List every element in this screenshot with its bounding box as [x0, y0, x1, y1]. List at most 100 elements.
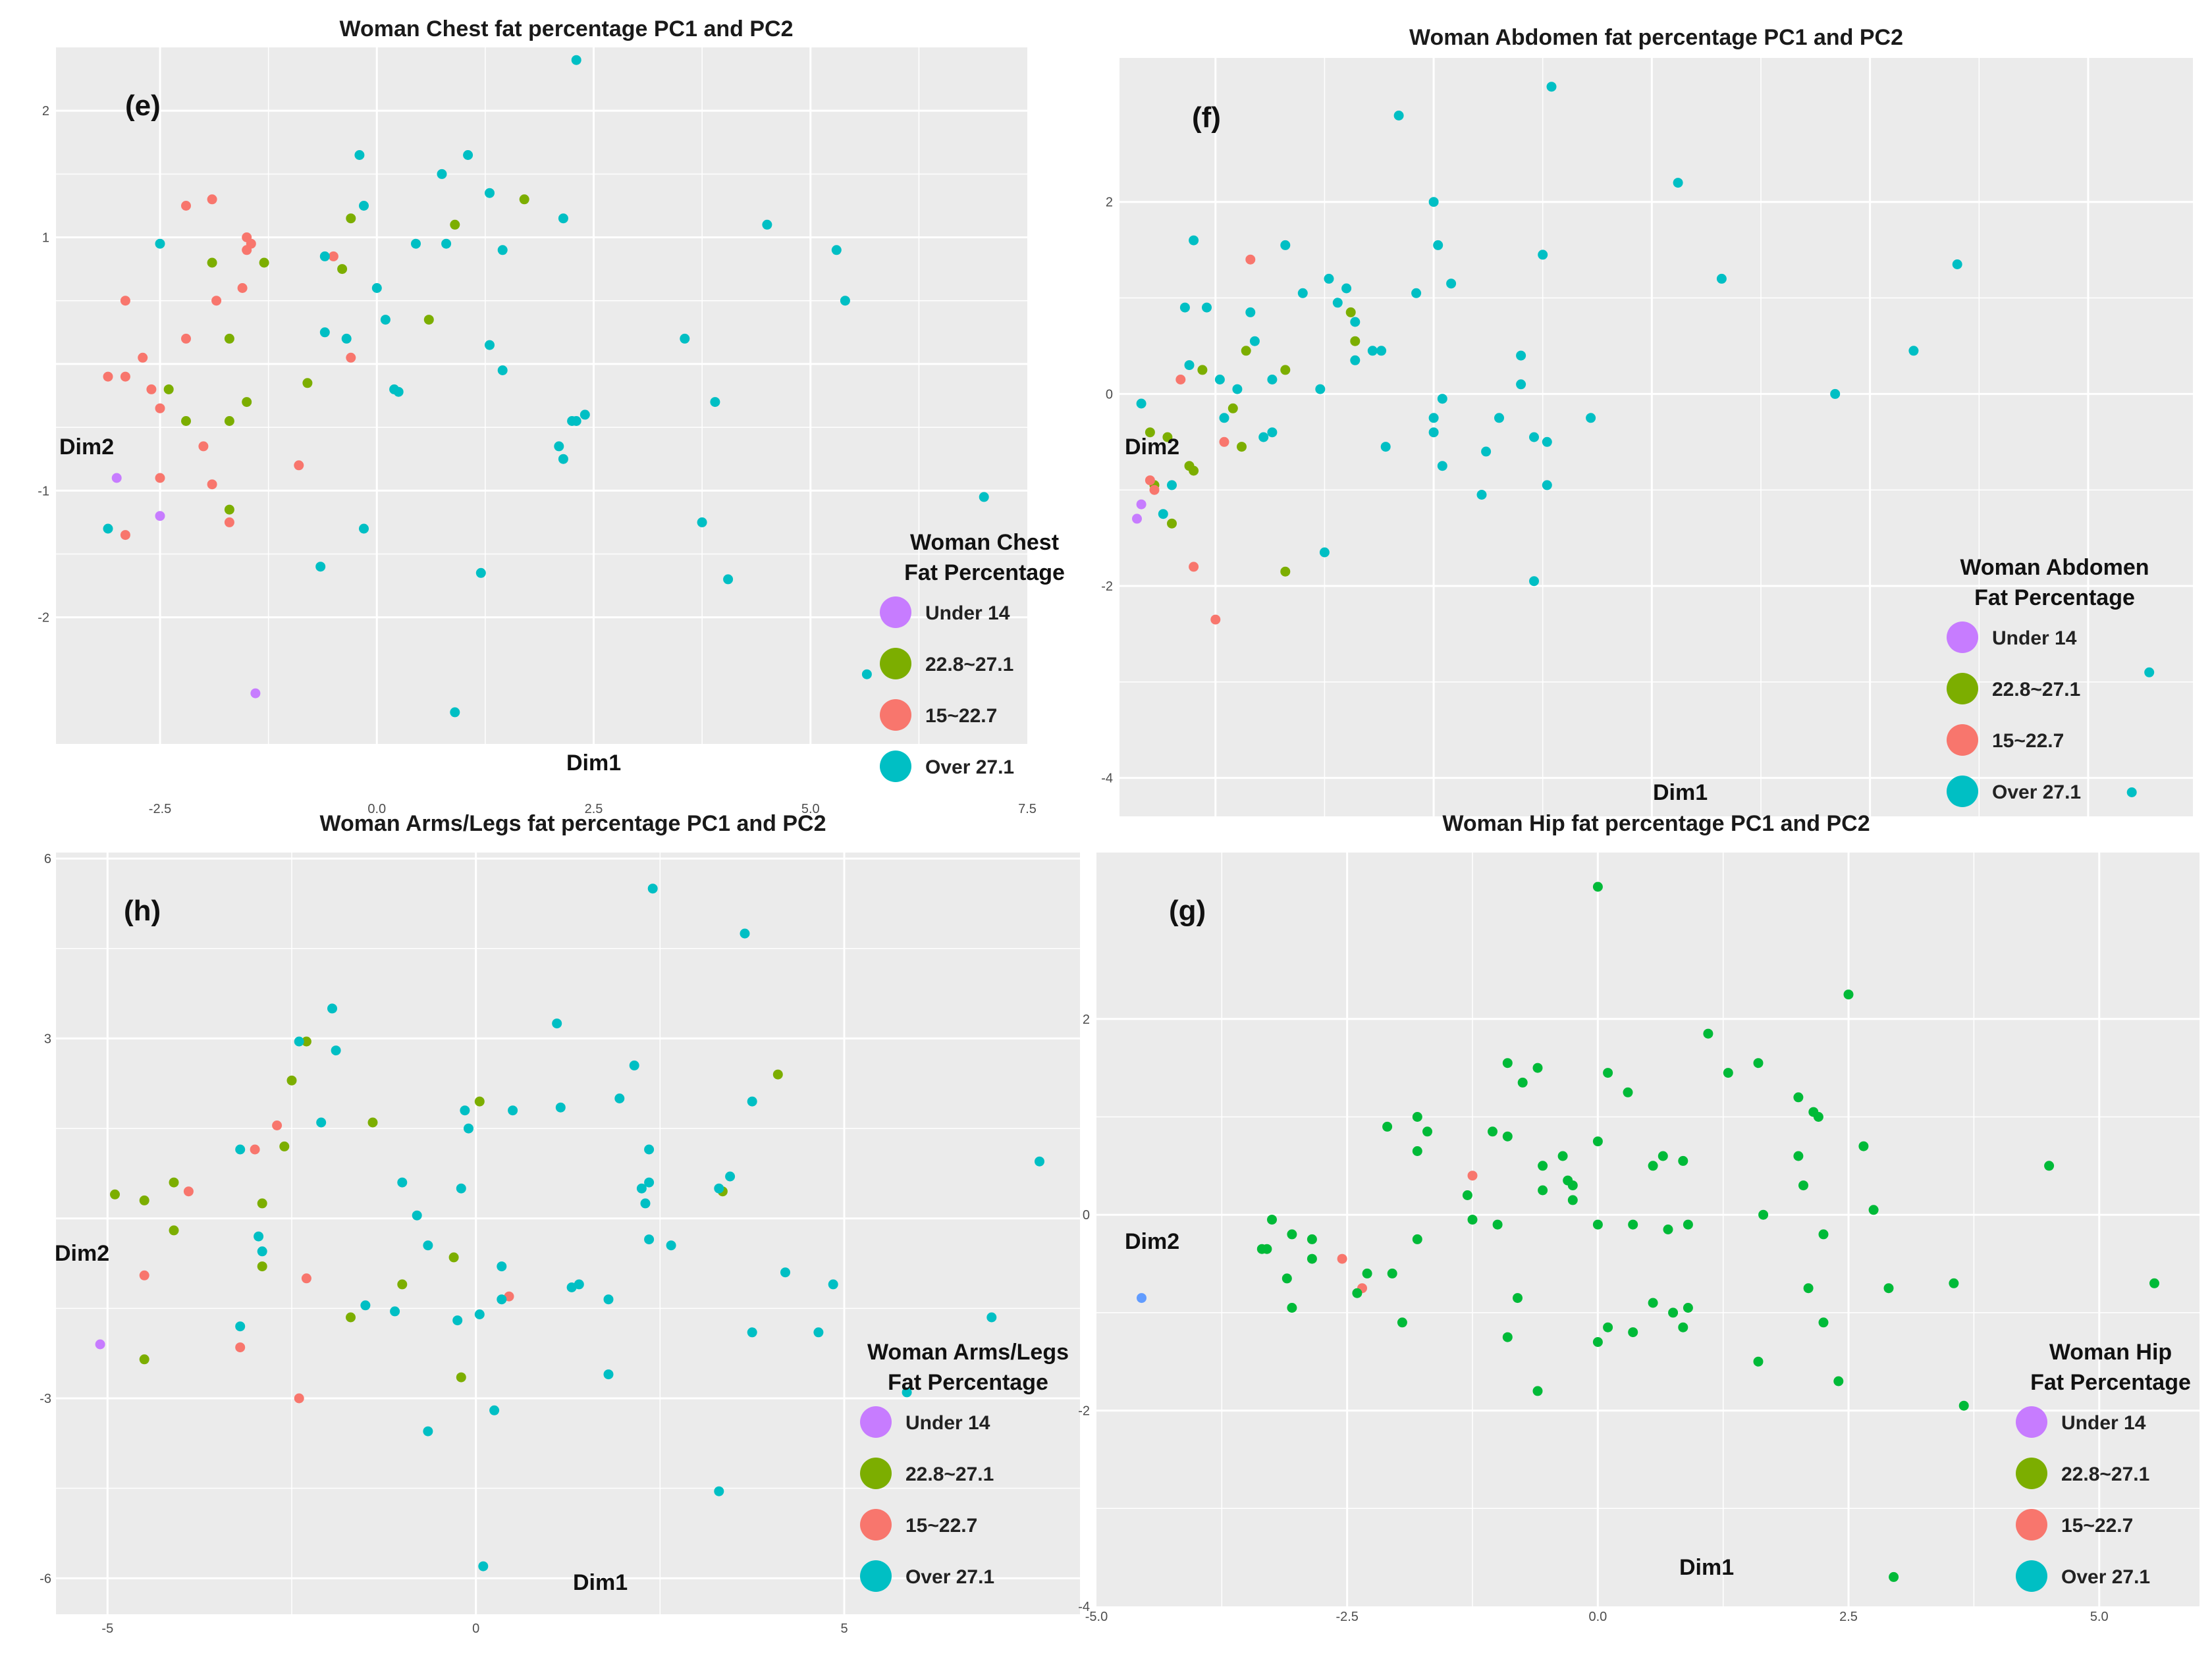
- scatter-point: [1280, 240, 1291, 250]
- scatter-point: [1753, 1356, 1764, 1367]
- scatter-point: [1145, 475, 1155, 486]
- y-tick-label: -2: [1078, 1404, 1090, 1419]
- scatter-point: [1132, 514, 1142, 524]
- scatter-point: [1367, 346, 1378, 356]
- scatter-point: [211, 296, 222, 306]
- scatter-point: [1350, 336, 1361, 346]
- scatter-point: [828, 1279, 838, 1290]
- scatter-point: [1952, 259, 1962, 269]
- scatter-point: [1210, 614, 1221, 625]
- scatter-point: [1179, 302, 1190, 313]
- scatter-point: [780, 1267, 790, 1278]
- y-tick-label: 1: [42, 231, 49, 246]
- scatter-point: [580, 409, 590, 420]
- legend-key: [880, 648, 911, 679]
- gridlines: [56, 853, 1080, 1614]
- scatter-point: [1350, 355, 1361, 365]
- scatter-point: [555, 1102, 566, 1113]
- scatter-point: [1488, 1126, 1497, 1137]
- chart-title: Woman Abdomen fat percentage PC1 and PC2: [1409, 25, 1903, 50]
- scatter-point: [450, 219, 460, 230]
- scatter-point: [328, 251, 338, 261]
- scatter-point: [139, 1270, 149, 1280]
- x-tick-label: -2.5: [1335, 1610, 1358, 1624]
- legend-label: 22.8~27.1: [1992, 679, 2080, 700]
- legend-title: Woman Abdomen: [1960, 555, 2149, 580]
- scatter-point: [644, 1177, 655, 1188]
- scatter-point: [1538, 1185, 1548, 1196]
- scatter-point: [224, 416, 234, 426]
- scatter-point: [1376, 346, 1387, 356]
- scatter-point: [1603, 1322, 1613, 1332]
- y-tick-label: -4: [1078, 1600, 1090, 1614]
- scatter-point: [1532, 1063, 1543, 1073]
- x-tick-label: 7.5: [1018, 802, 1037, 816]
- scatter-point: [1237, 442, 1247, 452]
- legend-label: Over 27.1: [925, 756, 1014, 778]
- scatter-point: [644, 1144, 655, 1155]
- scatter-point: [1227, 403, 1238, 413]
- scatter-point: [250, 688, 261, 699]
- chart-panel-g: -4 -2 0 2 -5.0 -2.5 0.0 2.5 5.0 Woman Hip fat per…: [1078, 811, 2199, 1624]
- legend-key: [2016, 1406, 2047, 1438]
- scatter-point: [359, 523, 369, 534]
- scatter-point: [169, 1177, 179, 1188]
- scatter-point: [1219, 413, 1229, 423]
- scatter-point: [341, 333, 352, 344]
- scatter-point: [614, 1094, 625, 1103]
- scatter-point: [183, 1186, 194, 1197]
- legend-key: [860, 1560, 892, 1592]
- scatter-point: [1883, 1283, 1894, 1294]
- scatter-point: [110, 1189, 120, 1200]
- scatter-point: [831, 245, 842, 255]
- scatter-point: [986, 1312, 997, 1323]
- scatter-point: [1628, 1219, 1638, 1230]
- scatter-point: [120, 530, 130, 540]
- scatter-point: [1189, 465, 1199, 476]
- scatter-point: [1332, 298, 1343, 308]
- scatter-point: [1538, 1161, 1548, 1171]
- scatter-point: [354, 150, 365, 160]
- scatter-point: [1623, 1087, 1633, 1097]
- scatter-point: [452, 1315, 463, 1326]
- scatter-point: [1716, 273, 1727, 284]
- legend-title: Fat Percentage: [1974, 585, 2135, 610]
- scatter-point: [155, 403, 165, 413]
- scatter-point: [1280, 566, 1291, 577]
- scatter-point: [497, 365, 508, 375]
- legend-title: Fat Percentage: [888, 1370, 1048, 1395]
- legend-label: Over 27.1: [905, 1566, 994, 1588]
- x-axis-label: Dim1: [573, 1570, 628, 1595]
- scatter-point: [1798, 1180, 1808, 1191]
- scatter-point: [497, 245, 508, 255]
- legend-key: [880, 751, 911, 782]
- scatter-point: [1202, 302, 1212, 313]
- data-points: [1132, 82, 2155, 797]
- data-points: [103, 55, 989, 718]
- scatter-point: [371, 283, 382, 293]
- scatter-point: [1307, 1234, 1317, 1244]
- scatter-point: [558, 213, 568, 224]
- scatter-point: [725, 1171, 736, 1182]
- y-tick-label: 2: [1106, 196, 1113, 210]
- gridlines: [56, 47, 1027, 744]
- data-points: [95, 883, 1044, 1571]
- scatter-point: [1818, 1229, 1829, 1240]
- scatter-point: [346, 213, 356, 224]
- scatter-point: [224, 333, 234, 344]
- scatter-point: [697, 517, 707, 527]
- scatter-point: [139, 1195, 149, 1205]
- y-axis-label: Dim2: [1125, 1229, 1179, 1254]
- scatter-point: [1428, 427, 1439, 438]
- scatter-point: [552, 1018, 562, 1029]
- legend-key: [880, 699, 911, 731]
- scatter-point: [1446, 278, 1457, 289]
- panel-label: (h): [124, 895, 161, 927]
- scatter-point: [1658, 1151, 1668, 1161]
- scatter-point: [902, 1387, 912, 1398]
- scatter-point: [1158, 509, 1168, 519]
- scatter-point: [1492, 1219, 1503, 1230]
- scatter-point: [861, 669, 872, 679]
- scatter-point: [1663, 1225, 1673, 1234]
- y-tick-label: -1: [38, 484, 49, 498]
